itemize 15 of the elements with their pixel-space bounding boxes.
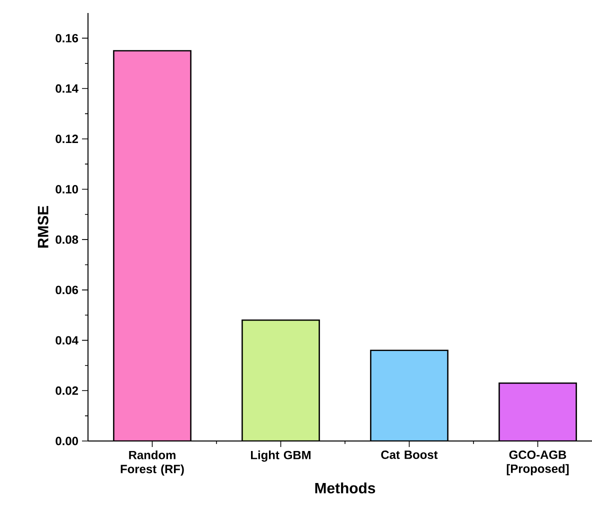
y-tick-label: 0.00 — [56, 436, 78, 446]
y-tick-label: 0.06 — [56, 286, 78, 294]
y-tick-label: 0.16 — [56, 34, 78, 42]
y-tick-label: 0.08 — [56, 235, 78, 244]
x-axis-title: Methods — [315, 482, 376, 494]
y-tick-label: 0.14 — [56, 84, 78, 93]
y-tick-label: 0.02 — [56, 386, 78, 395]
x-tick-label: Random Forest (RF) — [120, 450, 184, 476]
y-tick-label: 0.04 — [56, 336, 78, 345]
y-tick-label: 0.12 — [56, 134, 78, 144]
y-tick-label: 0.10 — [56, 185, 78, 194]
x-tick-label: Light GBM — [251, 450, 310, 462]
x-tick-label: Cat Boost — [381, 450, 438, 459]
y-axis-title: RMSE — [38, 206, 48, 248]
x-tick-label: GCO-AGB [Proposed] — [506, 450, 569, 476]
